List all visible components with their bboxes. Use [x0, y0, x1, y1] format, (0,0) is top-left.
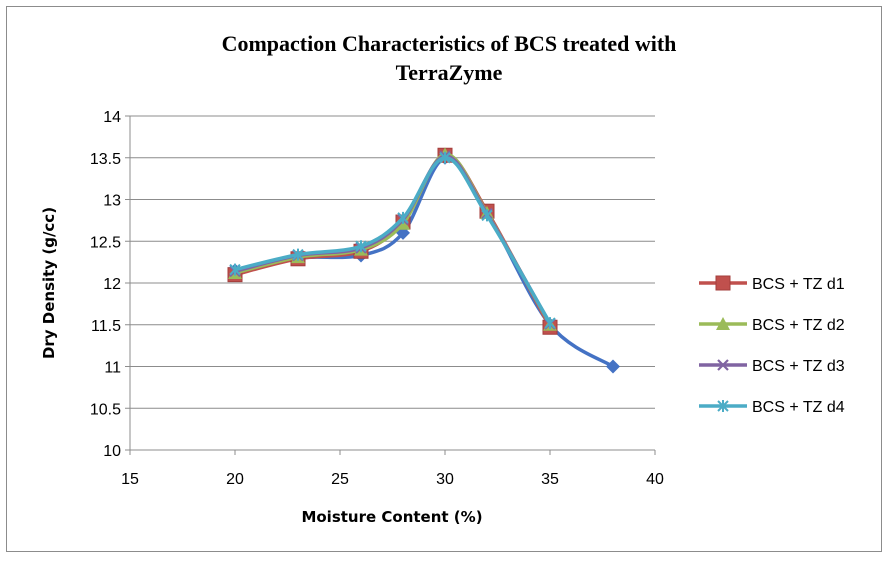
series-point: [355, 240, 367, 253]
series-point: [229, 263, 241, 276]
legend-label: BCS + TZ d1: [752, 276, 845, 293]
y-tick-label: 13: [103, 193, 121, 210]
y-tick-label: 12.5: [90, 234, 121, 251]
legend-label: BCS + TZ d3: [752, 358, 845, 375]
y-tick-label: 12: [103, 276, 121, 293]
series-line: [234, 155, 552, 324]
x-tick-label: 25: [331, 471, 349, 488]
x-tick-label: 15: [121, 471, 139, 488]
legend-swatch-marker: [715, 275, 731, 291]
y-tick-label: 10.5: [90, 401, 121, 418]
series-point: [292, 248, 304, 261]
legend-item: BCS + TZ d1: [699, 275, 845, 293]
legend-swatch-marker: [717, 400, 729, 412]
legend-item: BCS + TZ d2: [699, 317, 845, 334]
x-tick-label: 35: [541, 471, 559, 488]
x-tick-label: 30: [436, 471, 454, 488]
legend-swatch-marker: [717, 359, 729, 371]
legend: BCS + TZ d1 BCS + TZ d2 BCS + TZ d3 BCS + T…: [699, 275, 845, 416]
legend-item: BCS + TZ d3: [699, 358, 845, 375]
legend-swatch-marker: [716, 317, 730, 330]
axes: [125, 115, 656, 455]
x-tick-label: 20: [226, 471, 244, 488]
legend-label: BCS + TZ d2: [752, 317, 845, 334]
x-tick-labels: 15 20 25 30 35 40: [121, 471, 664, 488]
series-5: [229, 151, 556, 330]
chart-title-line-1: Compaction Characteristics of BCS treate…: [222, 31, 677, 56]
chart-title-line-2: TerraZyme: [396, 60, 503, 85]
gridlines: [130, 115, 655, 409]
y-tick-label: 11: [104, 360, 121, 377]
y-tick-label: 13.5: [90, 151, 121, 168]
y-tick-label: 11.5: [91, 318, 121, 335]
y-tick-labels: 10 10.5 11 11.5 12 12.5 13 13.5 14: [90, 109, 121, 460]
x-tick-label: 40: [646, 471, 664, 488]
series-point: [397, 211, 409, 224]
legend-item: BCS + TZ d4: [699, 399, 845, 416]
series-point: [544, 317, 556, 330]
series-point: [481, 209, 493, 222]
series-4: [229, 150, 556, 330]
chart-frame: [6, 6, 882, 552]
series-point: [606, 359, 620, 374]
series-3: [228, 147, 557, 331]
y-tick-label: 14: [103, 109, 121, 126]
plot-series: [227, 147, 620, 374]
y-tick-label: 10: [103, 443, 121, 460]
legend-label: BCS + TZ d4: [752, 399, 845, 416]
y-axis-label: Dry Density (g/cc): [40, 207, 58, 359]
series-point: [439, 151, 451, 164]
x-axis-label: Moisture Content (%): [301, 508, 482, 526]
